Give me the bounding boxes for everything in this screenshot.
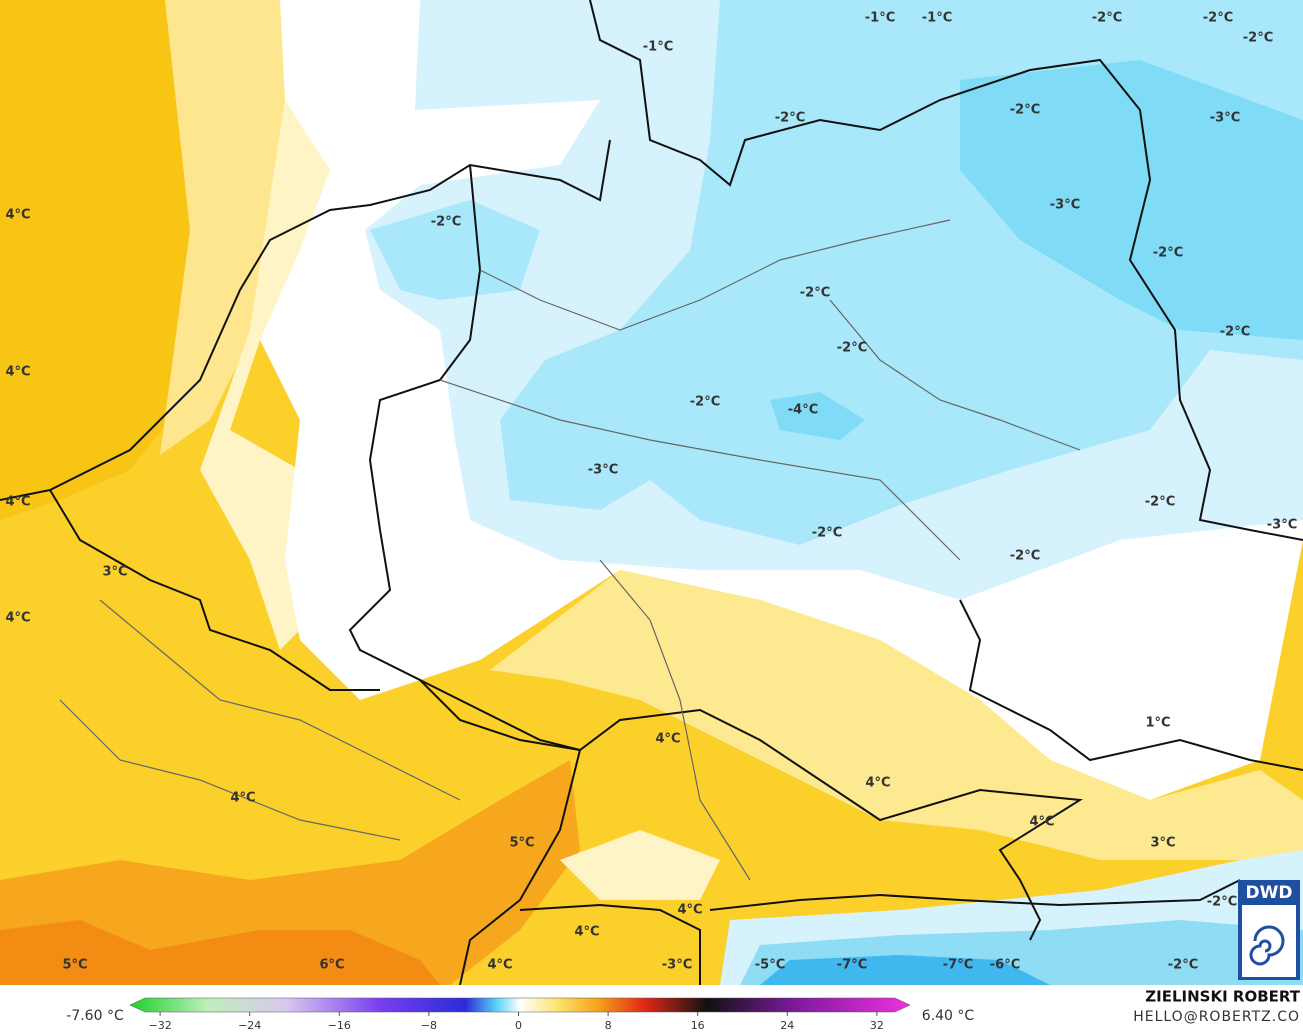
temperature-label: -7°C <box>943 958 973 973</box>
temperature-label: -2°C <box>1203 11 1233 26</box>
borders <box>0 0 1303 986</box>
colorbar-tick-label: 32 <box>870 1019 884 1032</box>
temperature-label: -2°C <box>1243 31 1273 46</box>
temperature-label: -3°C <box>662 958 692 973</box>
temperature-label: -2°C <box>431 215 461 230</box>
email: HELLO@ROBERTZ.CO <box>1133 1009 1300 1025</box>
colorbar-tick-label: 24 <box>780 1019 794 1032</box>
temperature-label: -1°C <box>865 11 895 26</box>
temperature-label: -2°C <box>837 341 867 356</box>
temperature-label: -2°C <box>1092 11 1122 26</box>
map-fill <box>0 0 1303 985</box>
colorbar-tick-label: −16 <box>328 1019 351 1032</box>
temperature-label: 6°C <box>319 958 344 973</box>
temperature-label: -2°C <box>1168 958 1198 973</box>
temperature-label: -2°C <box>800 286 830 301</box>
temperature-label: -7°C <box>837 958 867 973</box>
temperature-label: -3°C <box>588 463 618 478</box>
temperature-label: -2°C <box>690 395 720 410</box>
temperature-label: -3°C <box>1050 198 1080 213</box>
temperature-label: 4°C <box>5 365 30 380</box>
temperature-label: -4°C <box>788 403 818 418</box>
colorbar-tick-label: 0 <box>515 1019 522 1032</box>
temperature-label: 4°C <box>230 791 255 806</box>
temperature-label: -1°C <box>922 11 952 26</box>
temperature-label: 4°C <box>574 925 599 940</box>
temperature-label: 4°C <box>655 732 680 747</box>
temperature-label: -6°C <box>990 958 1020 973</box>
temperature-label: 4°C <box>5 208 30 223</box>
colorbar: -7.60 °C 6.40 °C −32 −24 −16 −8 0 8 16 24 32 <box>66 997 975 1032</box>
temperature-label: 5°C <box>509 836 534 851</box>
colorbar-tick-label: 8 <box>605 1019 612 1032</box>
temperature-label: -2°C <box>775 111 805 126</box>
temperature-label: 1°C <box>1145 716 1170 731</box>
colorbar-min: -7.60 °C <box>66 1008 124 1024</box>
temperature-label: -5°C <box>755 958 785 973</box>
colorbar-tick-label: −8 <box>421 1019 437 1032</box>
temperature-label: -3°C <box>1210 111 1240 126</box>
temperature-label: 4°C <box>865 776 890 791</box>
temperature-label: -2°C <box>1153 246 1183 261</box>
colorbar-tick-label: −24 <box>238 1019 261 1032</box>
temperature-label: -2°C <box>1220 325 1250 340</box>
temperature-label: 4°C <box>677 903 702 918</box>
admin-lines <box>59 219 1081 881</box>
logo: DWD <box>1238 880 1300 980</box>
temperature-label: -3°C <box>1267 518 1297 533</box>
temperature-label: 3°C <box>102 565 127 580</box>
logo-text: DWD <box>1246 883 1293 903</box>
colorbar-tick-label: −32 <box>148 1019 171 1032</box>
colorbar-max: 6.40 °C <box>922 1008 975 1024</box>
temperature-label: -2°C <box>1010 103 1040 118</box>
temperature-label: 4°C <box>487 958 512 973</box>
temperature-label: 3°C <box>1150 836 1175 851</box>
author: ZIELINSKI ROBERT <box>1145 988 1300 1006</box>
temperature-label: 4°C <box>5 611 30 626</box>
map-labels: 4°C 4°C 4°C 3°C 4°C -1°C -1°C -2°C -2°C -2°C -1°C -… <box>5 11 1297 973</box>
temperature-label: -2°C <box>1207 895 1237 910</box>
temperature-label: -2°C <box>812 526 842 541</box>
temperature-label: -2°C <box>1145 495 1175 510</box>
colorbar-tick-label: 16 <box>691 1019 705 1032</box>
temperature-label: 4°C <box>5 495 30 510</box>
temperature-label: 4°C <box>1029 815 1054 830</box>
temperature-label: -2°C <box>1010 549 1040 564</box>
temperature-label: -1°C <box>643 40 673 55</box>
temperature-label: 5°C <box>62 958 87 973</box>
